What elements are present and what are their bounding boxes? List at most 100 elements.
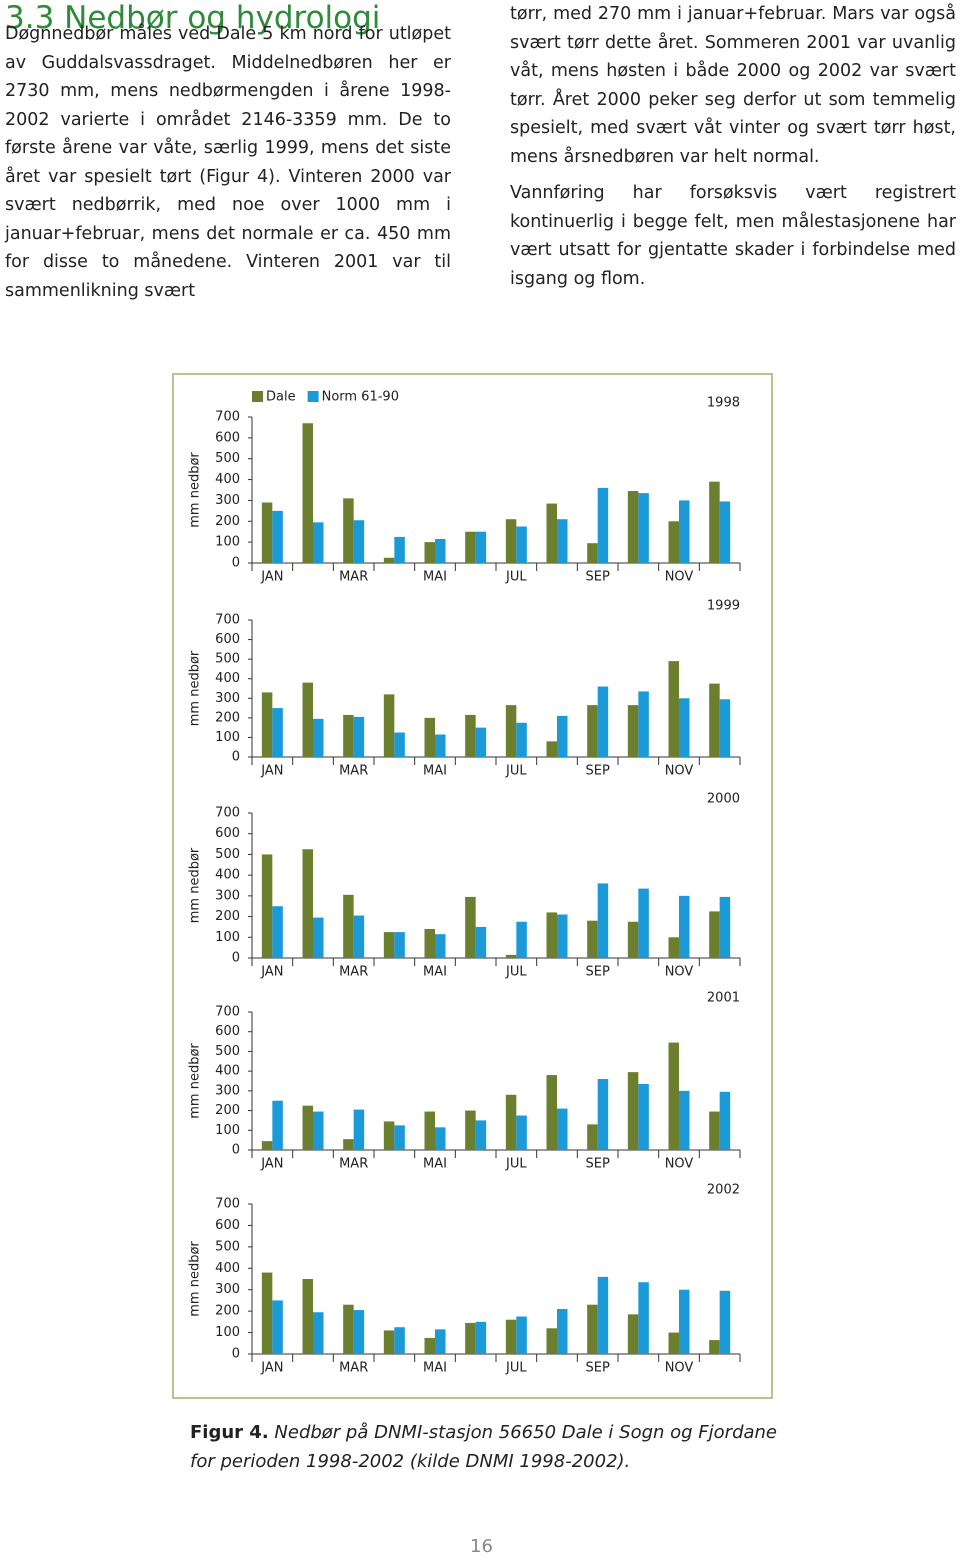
bar [557,1309,568,1354]
bar [719,501,731,563]
bar [424,929,435,958]
bar [638,493,649,563]
bar [435,934,446,958]
bar [313,917,324,958]
bar [261,1141,273,1150]
x-tick-label: MAI [423,1157,447,1172]
bar [353,1109,365,1150]
x-tick-label: NOV [665,764,694,779]
bar [435,1127,446,1150]
x-tick-label: MAR [339,965,368,980]
y-tick-label: 300 [215,888,240,903]
x-tick-label: MAR [339,570,368,585]
bar [394,932,405,958]
bar [638,691,649,757]
bar [383,932,395,958]
bar [475,531,487,563]
bar [272,906,283,958]
y-tick-label: 100 [215,1123,240,1138]
x-tick-label: SEP [586,965,610,980]
bar [435,734,446,757]
bar [719,699,731,757]
y-axis-label: mm nedbør [188,452,203,528]
x-tick-label: JUL [505,1361,527,1376]
y-tick-label: 600 [215,430,240,445]
bar [587,920,598,958]
bar [272,708,283,757]
bar [394,1327,405,1354]
chart-title: 1999 [707,599,740,614]
y-tick-label: 500 [215,847,240,862]
x-tick-label: SEP [586,570,610,585]
x-tick-label: NOV [665,570,694,585]
y-tick-label: 200 [215,514,240,529]
bar [709,911,720,958]
paragraph: Vannføring har forsøksvis vært registrer… [510,183,956,289]
bar [313,1111,324,1150]
bar [302,682,313,757]
chart-title: 2001 [707,991,740,1006]
bar [719,1091,731,1150]
bar [313,718,324,757]
bar [627,1072,639,1150]
y-tick-label: 100 [215,1325,240,1340]
bar [435,1329,446,1354]
caption-text: Nedbør på DNMI-stasjon 56650 Dale i Sogn… [190,1422,778,1472]
caption: Figur 4. Nedbør på DNMI-stasjon 56650 Da… [190,1418,790,1476]
chart-title: 2000 [707,792,740,807]
bar [679,500,690,563]
bar [383,557,395,563]
y-tick-label: 300 [215,1282,240,1297]
bar [394,1125,405,1150]
bar [587,1124,598,1150]
bar [465,1322,476,1354]
bar [668,937,679,958]
bar [546,741,557,757]
x-tick-label: JUL [505,965,527,980]
bar [272,1100,283,1150]
y-tick-label: 400 [215,868,240,883]
bar [353,520,365,563]
bar [302,1279,313,1354]
bar [516,526,527,563]
y-tick-label: 100 [215,730,240,745]
y-axis-label: mm nedbør [188,1043,203,1119]
bar [424,542,435,563]
x-tick-label: JAN [260,1361,283,1376]
y-tick-label: 600 [215,826,240,841]
bar [516,1115,527,1150]
bar [343,498,354,563]
paragraph: Døgnnedbør måles ved Dale 5 km nord for … [5,24,451,301]
bar [261,692,273,757]
bar [353,1310,365,1354]
y-tick-label: 700 [215,1197,240,1212]
y-tick-label: 100 [215,535,240,550]
bar [719,1290,731,1354]
y-axis-label: mm nedbør [188,650,203,726]
bar [516,722,527,757]
bar [383,1330,395,1354]
y-tick-label: 400 [215,472,240,487]
chart-title: 2002 [707,1183,740,1198]
y-tick-label: 700 [215,410,240,425]
bar [668,1042,679,1150]
y-tick-label: 300 [215,691,240,706]
bar [638,888,649,958]
bar [557,1108,568,1150]
bar [343,1304,354,1354]
bar [638,1083,649,1150]
x-tick-label: JUL [505,1157,527,1172]
bar [313,522,324,563]
bar [302,423,313,563]
bar [272,510,283,563]
y-tick-label: 400 [215,671,240,686]
y-axis-label: mm nedbør [188,847,203,923]
y-tick-label: 0 [232,1347,240,1362]
bar [679,895,690,958]
bar [597,883,609,958]
x-tick-label: JAN [260,965,283,980]
bar [435,539,446,563]
y-tick-label: 100 [215,930,240,945]
